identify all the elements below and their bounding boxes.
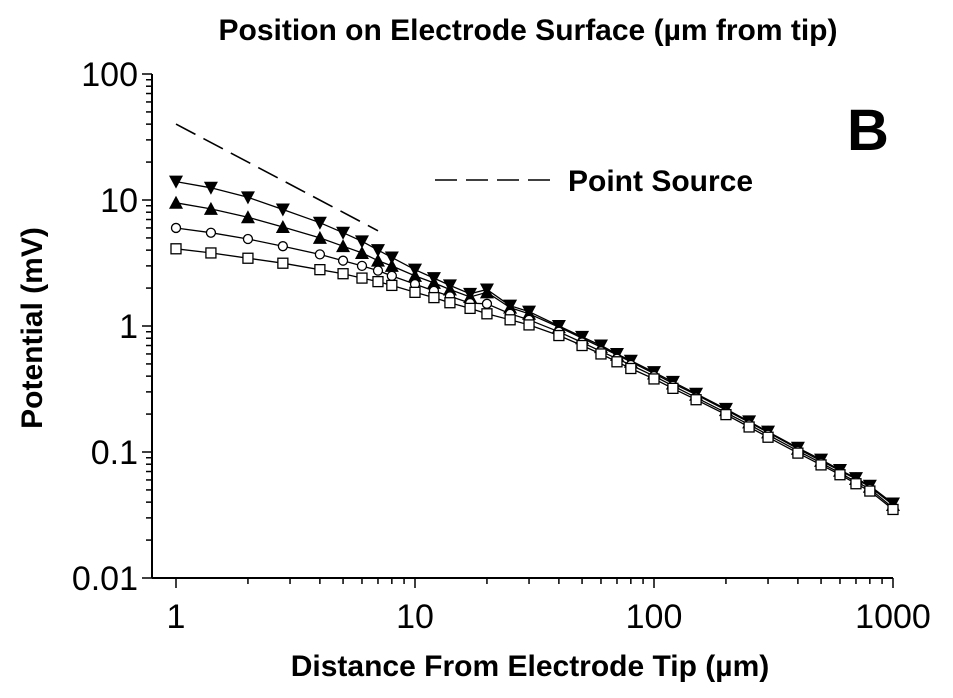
square-marker	[337, 268, 349, 280]
circle-marker	[314, 249, 326, 260]
square-marker	[277, 257, 289, 269]
square-marker	[834, 469, 846, 481]
circle-marker	[205, 227, 217, 238]
triangle-up-marker	[479, 285, 494, 299]
square-marker	[314, 264, 326, 276]
square-marker	[743, 421, 755, 433]
series-layer	[169, 123, 900, 516]
triangle-down-marker	[336, 226, 351, 240]
triangle-up-marker	[203, 201, 218, 215]
triangle-up-marker	[354, 245, 369, 259]
triangle-up-marker	[336, 239, 351, 253]
square-marker	[553, 329, 565, 342]
x-tick-label: 1000	[855, 598, 931, 636]
square-marker	[595, 348, 607, 360]
circle-marker	[356, 260, 368, 272]
circle-marker	[386, 270, 397, 282]
triangle-up-marker	[408, 268, 422, 282]
series-3	[169, 195, 900, 511]
square-marker	[481, 308, 493, 320]
triangle-up-marker	[442, 282, 457, 296]
x-axis-label: Distance From Electrode Tip (µm)	[291, 650, 770, 683]
square-marker	[625, 362, 637, 375]
x-tick-label: 1	[167, 598, 186, 636]
triangle-down-marker	[370, 244, 385, 258]
square-marker	[648, 373, 660, 385]
triangle-down-marker	[240, 191, 255, 205]
square-marker	[428, 291, 440, 304]
square-marker	[762, 431, 774, 443]
square-marker	[690, 394, 702, 406]
circle-marker	[277, 241, 289, 252]
circle-marker	[481, 298, 493, 309]
series-1	[175, 123, 379, 232]
triangle-down-marker	[312, 216, 327, 230]
series-line	[175, 123, 379, 232]
y-tick-label: 100	[81, 56, 138, 94]
series-line	[175, 227, 894, 509]
square-marker	[444, 297, 456, 309]
square-marker	[170, 243, 182, 255]
square-marker	[611, 356, 623, 368]
series-5	[170, 243, 899, 516]
circle-marker	[337, 255, 349, 266]
square-marker	[205, 247, 217, 259]
y-tick-label: 0.1	[91, 434, 138, 472]
square-marker	[667, 382, 679, 395]
triangle-up-marker	[426, 275, 441, 289]
legend-label: Point Source	[568, 165, 753, 198]
square-marker	[386, 279, 398, 292]
legend: Point Source	[435, 165, 753, 198]
square-marker	[850, 478, 862, 490]
y-tick-label: 10	[100, 182, 138, 220]
circle-marker	[170, 222, 182, 234]
series-line	[175, 248, 894, 510]
triangle-down-marker	[354, 235, 369, 249]
square-marker	[815, 459, 827, 471]
circle-marker	[372, 265, 384, 276]
y-tick-label: 1	[119, 308, 138, 346]
square-marker	[409, 286, 421, 298]
square-marker	[464, 302, 476, 315]
square-marker	[887, 503, 899, 516]
triangle-down-marker	[384, 251, 399, 265]
square-marker	[792, 447, 804, 459]
triangle-up-marker	[275, 220, 290, 234]
y-axis-label: Potential (mV)	[16, 227, 49, 429]
triangle-up-marker	[370, 253, 385, 267]
triangle-up-marker	[240, 210, 255, 224]
x-tick-label: 100	[626, 598, 683, 636]
square-marker	[864, 485, 876, 497]
y-tick-label: 0.01	[72, 560, 138, 598]
square-marker	[242, 252, 254, 264]
square-marker	[504, 314, 516, 326]
triangle-down-marker	[203, 181, 218, 195]
triangle-down-marker	[275, 203, 290, 217]
square-marker	[720, 408, 732, 421]
chart-title: Position on Electrode Surface (µm from t…	[218, 14, 837, 47]
panel-label: B	[847, 98, 889, 163]
square-marker	[356, 272, 368, 284]
x-tick-label: 10	[396, 598, 434, 636]
triangle-up-marker	[169, 195, 183, 209]
square-marker	[576, 339, 588, 352]
triangle-up-marker	[384, 258, 399, 272]
triangle-down-marker	[169, 175, 183, 189]
axes: 1 10 100 1000 0.01 0.1 1 10 100	[72, 56, 931, 636]
square-marker	[372, 275, 384, 288]
triangle-up-marker	[312, 230, 327, 244]
square-marker	[523, 319, 535, 331]
circle-marker	[242, 233, 254, 245]
